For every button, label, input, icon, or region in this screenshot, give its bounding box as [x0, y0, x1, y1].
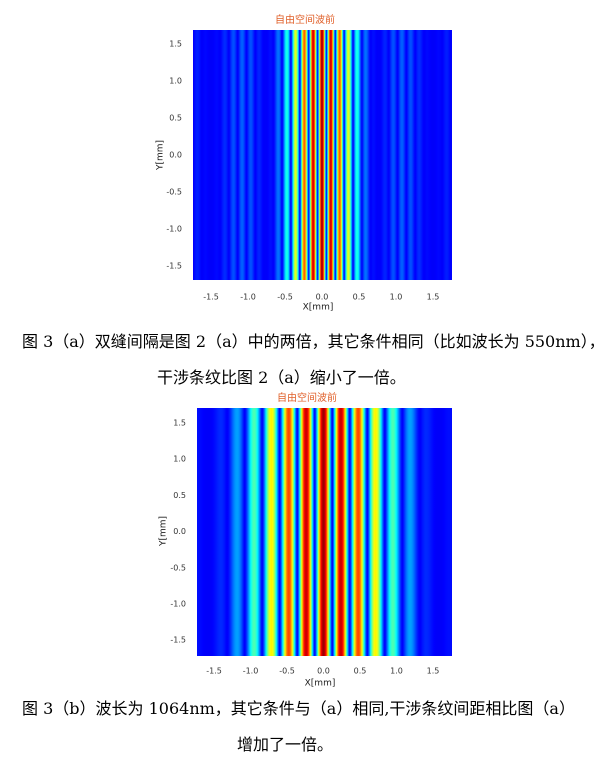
x-tick-label: 0.0 — [317, 667, 330, 676]
x-tick-label: -1.5 — [203, 293, 219, 302]
y-tick-label: 0.0 — [173, 527, 186, 536]
caption-line: 增加了一倍。 — [237, 735, 334, 754]
caption-line: 图 3（a）双缝间隔是图 2（a）中的两倍，其它条件相同（比如波长为 550nm… — [22, 332, 603, 351]
x-tick-label: 1.0 — [390, 667, 403, 676]
caption-line: 干涉条纹比图 2（a）缩小了一倍。 — [157, 368, 406, 387]
figure: 自由空间波前 X[mm] Y[mm] -1.5 -1.0 -0.5 0.0 0.5 1.0… — [156, 13, 452, 313]
y-tick-label: -1.0 — [170, 600, 186, 609]
y-tick-label: -0.5 — [170, 563, 186, 572]
x-axis-label: X[mm] — [305, 679, 336, 689]
x-tick-label: 1.5 — [427, 667, 440, 676]
y-axis-label: Y[mm] — [159, 516, 169, 547]
x-tick-label: -0.5 — [277, 293, 293, 302]
y-axis-label: Y[mm] — [156, 140, 166, 171]
y-tick-label: 1.5 — [173, 419, 186, 428]
y-tick-label: 0.5 — [169, 114, 182, 123]
y-tick-label: -1.5 — [166, 262, 182, 271]
fringe-image — [193, 30, 452, 280]
x-tick-label: 0.0 — [316, 293, 329, 302]
x-tick-label: 1.0 — [390, 293, 403, 302]
fringe-image — [197, 408, 452, 656]
y-tick-label: 0.5 — [173, 491, 186, 500]
x-tick-label: 1.5 — [427, 293, 440, 302]
y-tick-label: 1.5 — [169, 40, 182, 49]
figure: 自由空间波前 X[mm] Y[mm] -1.5 -1.0 -0.5 0.0 0.5 1.0… — [159, 391, 452, 689]
x-tick-label: -1.5 — [206, 667, 222, 676]
figure-title: 自由空间波前 — [275, 13, 335, 26]
figure-title: 自由空间波前 — [277, 391, 337, 404]
x-tick-label: 0.5 — [354, 667, 367, 676]
x-axis-label: X[mm] — [303, 303, 334, 313]
y-tick-label: -0.5 — [166, 188, 182, 197]
x-tick-label: 0.5 — [353, 293, 366, 302]
x-tick-label: -1.0 — [243, 667, 259, 676]
y-tick-label: -1.5 — [170, 636, 186, 645]
x-tick-label: -1.0 — [240, 293, 256, 302]
y-tick-label: -1.0 — [166, 225, 182, 234]
y-tick-label: 1.0 — [173, 455, 186, 464]
y-tick-label: 1.0 — [169, 77, 182, 86]
y-tick-label: 0.0 — [169, 151, 182, 160]
caption-line: 图 3（b）波长为 1064nm，其它条件与（a）相同,干涉条纹间距相比图（a） — [22, 699, 575, 718]
x-tick-label: -0.5 — [279, 667, 295, 676]
